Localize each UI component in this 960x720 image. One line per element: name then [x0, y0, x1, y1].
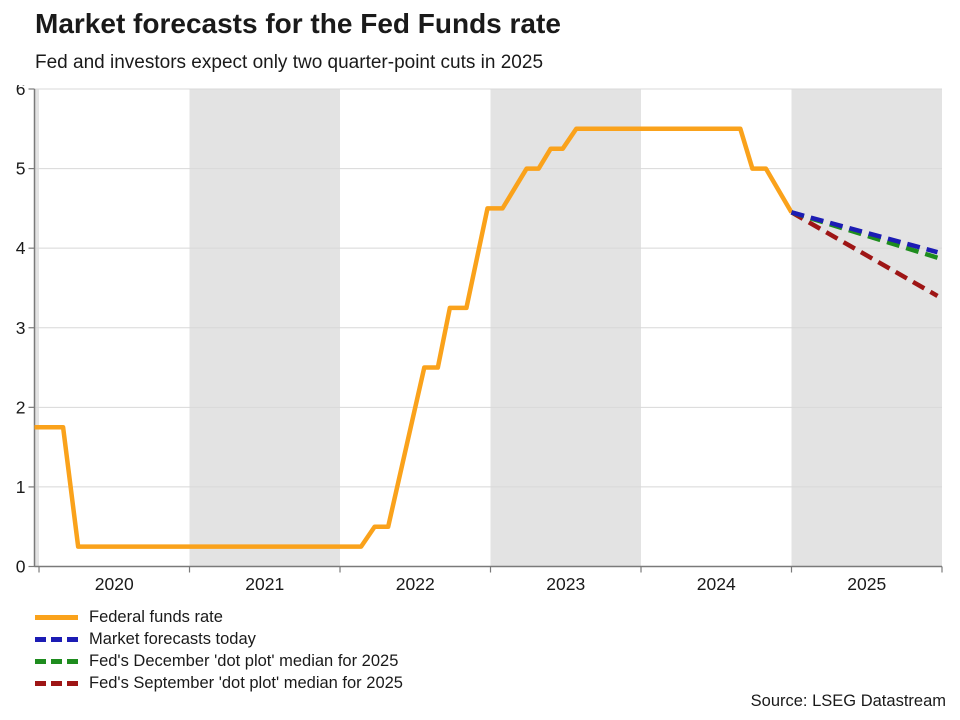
chart-legend: Federal funds rate Market forecasts toda… — [35, 606, 403, 694]
series-federal-funds-rate — [34, 126, 794, 549]
legend-label: Fed's December 'dot plot' median for 202… — [89, 652, 399, 670]
svg-text:2023: 2023 — [546, 574, 585, 594]
svg-text:6: 6 — [16, 85, 26, 99]
svg-text:0: 0 — [16, 557, 26, 577]
legend-item-federal-funds-rate: Federal funds rate — [35, 606, 403, 628]
legend-label: Fed's September 'dot plot' median for 20… — [89, 674, 403, 692]
svg-text:2022: 2022 — [396, 574, 435, 594]
source-credit: Source: LSEG Datastream — [750, 692, 946, 710]
svg-text:2024: 2024 — [697, 574, 736, 594]
svg-text:2020: 2020 — [95, 574, 134, 594]
svg-text:1: 1 — [16, 477, 26, 497]
legend-item-market-forecasts-today: Market forecasts today — [35, 628, 403, 650]
legend-item-fed-september-dot-plot: Fed's September 'dot plot' median for 20… — [35, 672, 403, 694]
fed-funds-line-chart: 0 1 2 3 4 5 6 2020 2021 2022 2023 2024 2025 — [16, 85, 943, 594]
legend-item-fed-december-dot-plot: Fed's December 'dot plot' median for 202… — [35, 650, 403, 672]
svg-text:5: 5 — [16, 159, 26, 179]
legend-swatch-federal-funds-rate — [35, 614, 78, 620]
legend-swatch-market-forecasts-today — [35, 636, 78, 642]
svg-text:3: 3 — [16, 318, 26, 338]
series-market-forecasts-today — [790, 210, 939, 255]
series-fed-september-dot-plot — [790, 210, 939, 298]
svg-text:4: 4 — [16, 238, 26, 258]
svg-text:2025: 2025 — [847, 574, 886, 594]
legend-swatch-fed-september-dot-plot — [35, 680, 78, 686]
legend-swatch-fed-december-dot-plot — [35, 658, 78, 664]
legend-label: Federal funds rate — [89, 608, 223, 626]
axis-ticks — [28, 88, 943, 573]
chart-title: Market forecasts for the Fed Funds rate — [35, 8, 561, 39]
axis-labels: 0 1 2 3 4 5 6 2020 2021 2022 2023 2024 2025 — [16, 85, 886, 594]
svg-text:2: 2 — [16, 397, 26, 417]
gridlines — [34, 88, 942, 488]
chart-subtitle: Fed and investors expect only two quarte… — [35, 52, 544, 73]
svg-text:2021: 2021 — [245, 574, 284, 594]
legend-label: Market forecasts today — [89, 630, 256, 648]
